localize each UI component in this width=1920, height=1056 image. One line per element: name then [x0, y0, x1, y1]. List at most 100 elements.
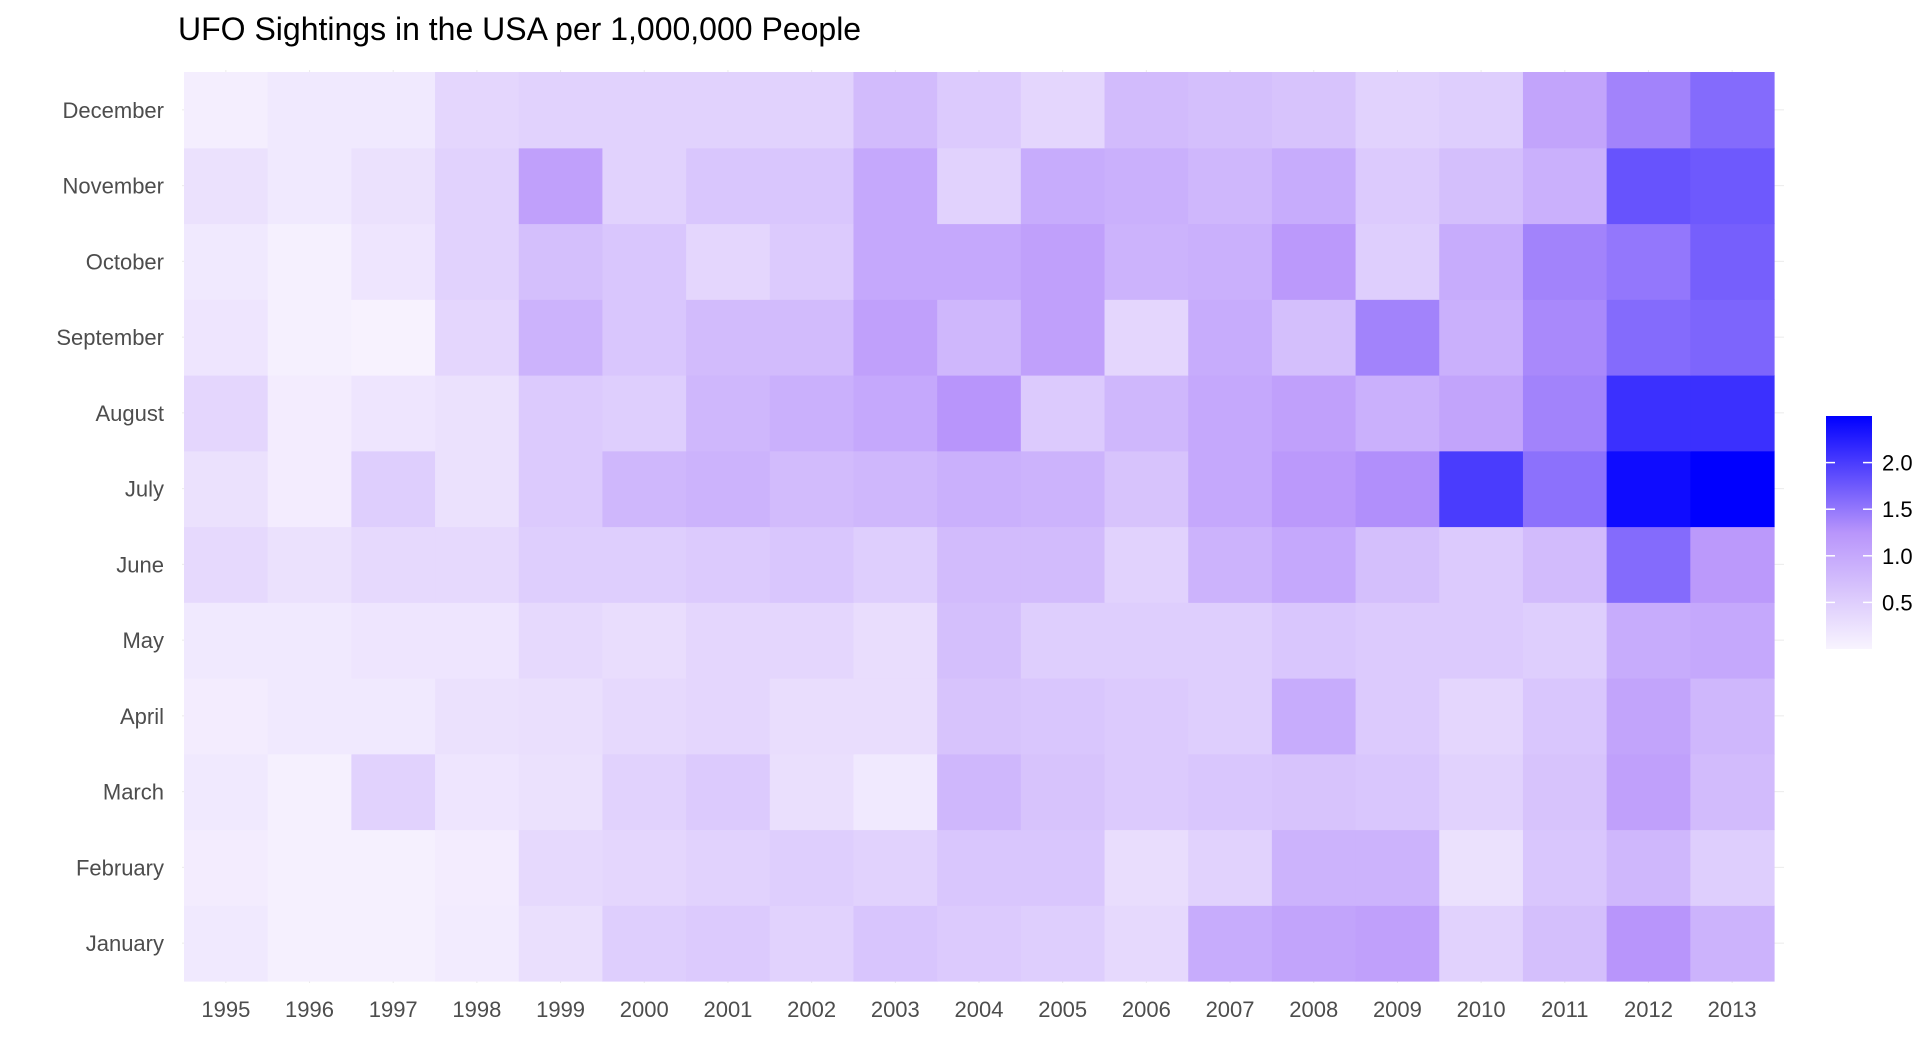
heatmap-cell-december-2008 — [1271, 72, 1357, 149]
heatmap-cell-october-2001 — [686, 223, 771, 300]
heatmap-cell-may-1998 — [435, 602, 520, 679]
heatmap-cell-september-2003 — [853, 299, 938, 376]
heatmap-cell-december-2003 — [853, 72, 938, 149]
heatmap-cell-august-2008 — [1271, 375, 1357, 452]
heatmap-cell-august-2006 — [1104, 375, 1189, 452]
x-tick-label: 2010 — [1457, 997, 1506, 1022]
heatmap-cell-june-2002 — [769, 526, 855, 603]
heatmap-cell-october-2013 — [1690, 223, 1775, 300]
heatmap-cell-february-2008 — [1271, 829, 1357, 906]
heatmap-cell-march-2005 — [1020, 753, 1106, 831]
y-tick-label: August — [96, 401, 165, 426]
heatmap-cell-may-2010 — [1439, 602, 1524, 679]
x-tick-label: 2012 — [1624, 997, 1673, 1022]
heatmap-cell-april-2006 — [1104, 678, 1189, 755]
heatmap-cell-january-2004 — [937, 905, 1022, 982]
heatmap-cell-february-2004 — [937, 829, 1022, 906]
heatmap-cell-june-2008 — [1271, 526, 1357, 603]
heatmap-cell-december-1996 — [267, 72, 352, 149]
heatmap-cell-april-2004 — [937, 678, 1022, 755]
heatmap-cell-april-2005 — [1020, 678, 1106, 755]
heatmap-cell-july-2008 — [1271, 450, 1357, 528]
heatmap-cell-september-2013 — [1690, 299, 1775, 376]
heatmap-cell-may-2003 — [853, 602, 938, 679]
heatmap-cell-january-2003 — [853, 905, 938, 982]
heatmap-cell-march-2002 — [769, 753, 855, 831]
legend-tick-label: 1.5 — [1882, 497, 1913, 522]
y-tick-label: May — [122, 628, 164, 653]
heatmap-cell-january-1998 — [435, 905, 520, 982]
x-tick-label: 2000 — [620, 997, 669, 1022]
heatmap-cell-may-2013 — [1690, 602, 1775, 679]
heatmap-cells — [184, 72, 1775, 982]
heatmap-cell-november-2010 — [1439, 147, 1524, 225]
x-axis: 1995 1996 1997 1998 1999 2000 2001 2002 2003 2004… — [201, 997, 1756, 1022]
heatmap-cell-september-2006 — [1104, 299, 1189, 376]
heatmap-cell-april-2011 — [1522, 678, 1608, 755]
y-tick-label: November — [63, 174, 164, 199]
heatmap-cell-october-2010 — [1439, 223, 1524, 300]
heatmap-cell-april-1998 — [435, 678, 520, 755]
heatmap-cell-march-1995 — [184, 753, 269, 831]
heatmap-cell-september-2008 — [1271, 299, 1357, 376]
heatmap-cell-december-2011 — [1522, 72, 1608, 149]
heatmap-cell-august-2004 — [937, 375, 1022, 452]
heatmap-cell-february-2007 — [1188, 829, 1273, 906]
heatmap-cell-april-2009 — [1355, 678, 1440, 755]
heatmap-cell-september-2009 — [1355, 299, 1440, 376]
heatmap-cell-march-2008 — [1271, 753, 1357, 831]
x-tick-label: 2008 — [1289, 997, 1338, 1022]
heatmap-cell-april-2002 — [769, 678, 855, 755]
heatmap-cell-december-1998 — [435, 72, 520, 149]
heatmap-cell-september-2007 — [1188, 299, 1273, 376]
heatmap-cell-march-2003 — [853, 753, 938, 831]
heatmap-cell-february-1999 — [518, 829, 604, 906]
heatmap-cell-february-2013 — [1690, 829, 1775, 906]
heatmap-cell-october-2012 — [1606, 223, 1691, 300]
heatmap-cell-december-2006 — [1104, 72, 1189, 149]
heatmap-cell-march-1998 — [435, 753, 520, 831]
heatmap-cell-november-1998 — [435, 147, 520, 225]
heatmap-cell-april-2012 — [1606, 678, 1691, 755]
heatmap-cell-april-2010 — [1439, 678, 1524, 755]
x-tick-label: 2005 — [1038, 997, 1087, 1022]
heatmap-cell-june-2000 — [602, 526, 687, 603]
heatmap-cell-april-2008 — [1271, 678, 1357, 755]
heatmap-cell-november-1997 — [351, 147, 436, 225]
heatmap-cell-july-2002 — [769, 450, 855, 528]
color-legend: 0.5 1.0 1.5 2.0 — [1826, 416, 1913, 649]
heatmap-cell-september-2012 — [1606, 299, 1691, 376]
heatmap-cell-november-2011 — [1522, 147, 1608, 225]
heatmap-cell-september-2001 — [686, 299, 771, 376]
heatmap-cell-april-2013 — [1690, 678, 1775, 755]
legend-tick-label: 0.5 — [1882, 590, 1913, 615]
heatmap-cell-november-2001 — [686, 147, 771, 225]
heatmap-cell-november-1996 — [267, 147, 352, 225]
heatmap-cell-november-2012 — [1606, 147, 1691, 225]
heatmap-cell-december-2007 — [1188, 72, 1273, 149]
heatmap-cell-january-2012 — [1606, 905, 1691, 982]
heatmap-cell-january-2000 — [602, 905, 687, 982]
heatmap-cell-january-1997 — [351, 905, 436, 982]
heatmap-cell-march-2001 — [686, 753, 771, 831]
heatmap-cell-september-2011 — [1522, 299, 1608, 376]
heatmap-cell-december-2005 — [1020, 72, 1106, 149]
heatmap-cell-july-2013 — [1690, 450, 1775, 528]
heatmap-cell-december-2001 — [686, 72, 771, 149]
y-tick-label: September — [56, 325, 164, 350]
heatmap-cell-june-2006 — [1104, 526, 1189, 603]
heatmap-cell-may-2009 — [1355, 602, 1440, 679]
heatmap-cell-november-2003 — [853, 147, 938, 225]
heatmap-cell-november-1995 — [184, 147, 269, 225]
heatmap-cell-july-2012 — [1606, 450, 1691, 528]
heatmap-cell-april-2001 — [686, 678, 771, 755]
heatmap-cell-march-2009 — [1355, 753, 1440, 831]
heatmap-cell-september-1996 — [267, 299, 352, 376]
heatmap-cell-december-1995 — [184, 72, 269, 149]
heatmap-cell-august-1996 — [267, 375, 352, 452]
heatmap-cell-february-1996 — [267, 829, 352, 906]
heatmap-cell-november-2000 — [602, 147, 687, 225]
heatmap-cell-january-2008 — [1271, 905, 1357, 982]
heatmap-cell-january-2002 — [769, 905, 855, 982]
